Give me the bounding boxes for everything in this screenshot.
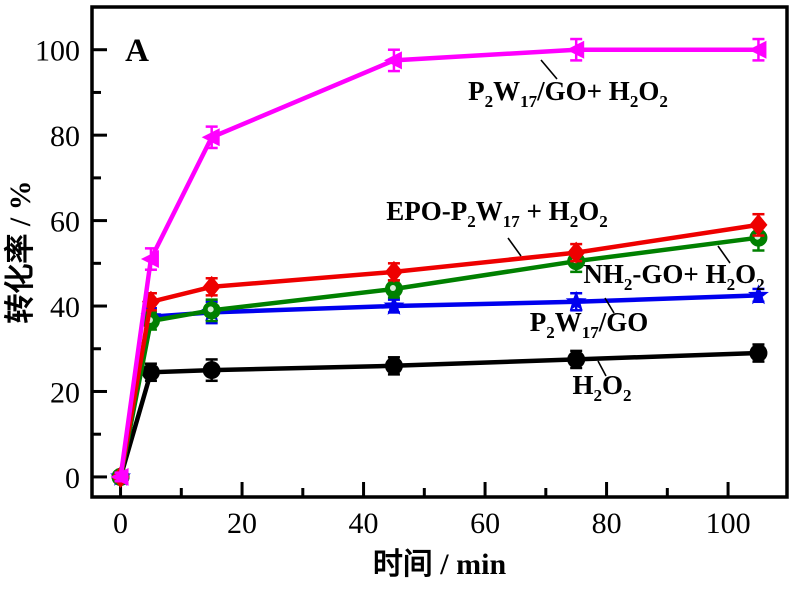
- series-line: [118, 222, 759, 478]
- annotation-leader-line: [597, 360, 607, 377]
- x-tick-label: 0: [113, 507, 128, 540]
- x-axis-title: 时间 / min: [373, 548, 507, 581]
- annotation-label: P2W17/GO+ H2O2: [468, 76, 668, 111]
- x-tick-label: 100: [706, 507, 751, 540]
- y-tick-label: 0: [65, 462, 80, 495]
- series-p2w17-go-h2o2: [110, 37, 767, 486]
- curve-annotation: EPO-P2W17 + H2O2: [386, 196, 608, 257]
- curve-annotation: P2W17/GO: [530, 297, 649, 342]
- y-axis-title: 转化率 / %: [4, 180, 37, 323]
- curve-annotation: P2W17/GO+ H2O2: [468, 59, 668, 111]
- data-point-marker: [384, 260, 403, 283]
- axis-ticks: [93, 48, 730, 496]
- y-axis-tick-labels: 0 20 40 60 80 100: [35, 35, 80, 495]
- x-tick-label: 40: [349, 507, 379, 540]
- y-tick-label: 100: [35, 35, 80, 68]
- annotation-leader-line: [507, 237, 522, 257]
- data-point-marker: [384, 356, 403, 375]
- series-h2o2: [111, 343, 768, 486]
- data-point-marker: [383, 295, 405, 315]
- data-point-marker: [748, 284, 769, 305]
- series-epo-p2w17-h2o2: [111, 212, 768, 488]
- data-point-marker: [201, 128, 220, 147]
- data-point-marker: [567, 350, 586, 369]
- series-line: [118, 350, 759, 478]
- annotation-leader-line: [604, 297, 615, 314]
- data-point-marker: [749, 344, 768, 363]
- annotation-leader-line: [717, 245, 731, 264]
- annotation-leader-line: [540, 59, 558, 80]
- curve-annotation: NH2-GO+ H2O2: [583, 245, 765, 294]
- y-tick-label: 80: [50, 120, 80, 153]
- panel-label: A: [125, 33, 149, 69]
- x-tick-label: 80: [592, 507, 622, 540]
- data-point-marker: [749, 213, 768, 236]
- plot-frame: [90, 5, 789, 499]
- data-point-marker: [748, 40, 767, 59]
- y-tick-label: 20: [50, 376, 80, 409]
- annotation-label: H2O2: [572, 370, 631, 405]
- y-tick-label: 40: [50, 291, 80, 324]
- annotation-label: NH2-GO+ H2O2: [583, 259, 764, 294]
- data-point-marker: [566, 40, 585, 59]
- marker-highlight: [207, 306, 214, 313]
- data-point-marker: [202, 275, 221, 298]
- annotation-label: P2W17/GO: [530, 307, 649, 342]
- data-point-marker: [565, 290, 587, 311]
- x-axis-tick-labels: 0 20 40 60 80 100: [113, 507, 751, 540]
- data-point-marker: [140, 250, 159, 269]
- x-tick-label: 20: [227, 507, 257, 540]
- data-point-marker: [202, 361, 221, 380]
- data-point-marker: [567, 241, 586, 264]
- x-tick-label: 60: [470, 507, 500, 540]
- data-point-marker: [110, 467, 129, 486]
- curve-annotation: H2O2: [572, 360, 632, 405]
- annotation-label: EPO-P2W17 + H2O2: [386, 196, 607, 231]
- data-point-marker: [141, 363, 160, 382]
- series-line: [118, 235, 759, 478]
- series-line: [118, 47, 759, 478]
- data-point-marker: [383, 51, 402, 70]
- y-tick-label: 60: [50, 206, 80, 239]
- marker-highlight: [389, 284, 396, 291]
